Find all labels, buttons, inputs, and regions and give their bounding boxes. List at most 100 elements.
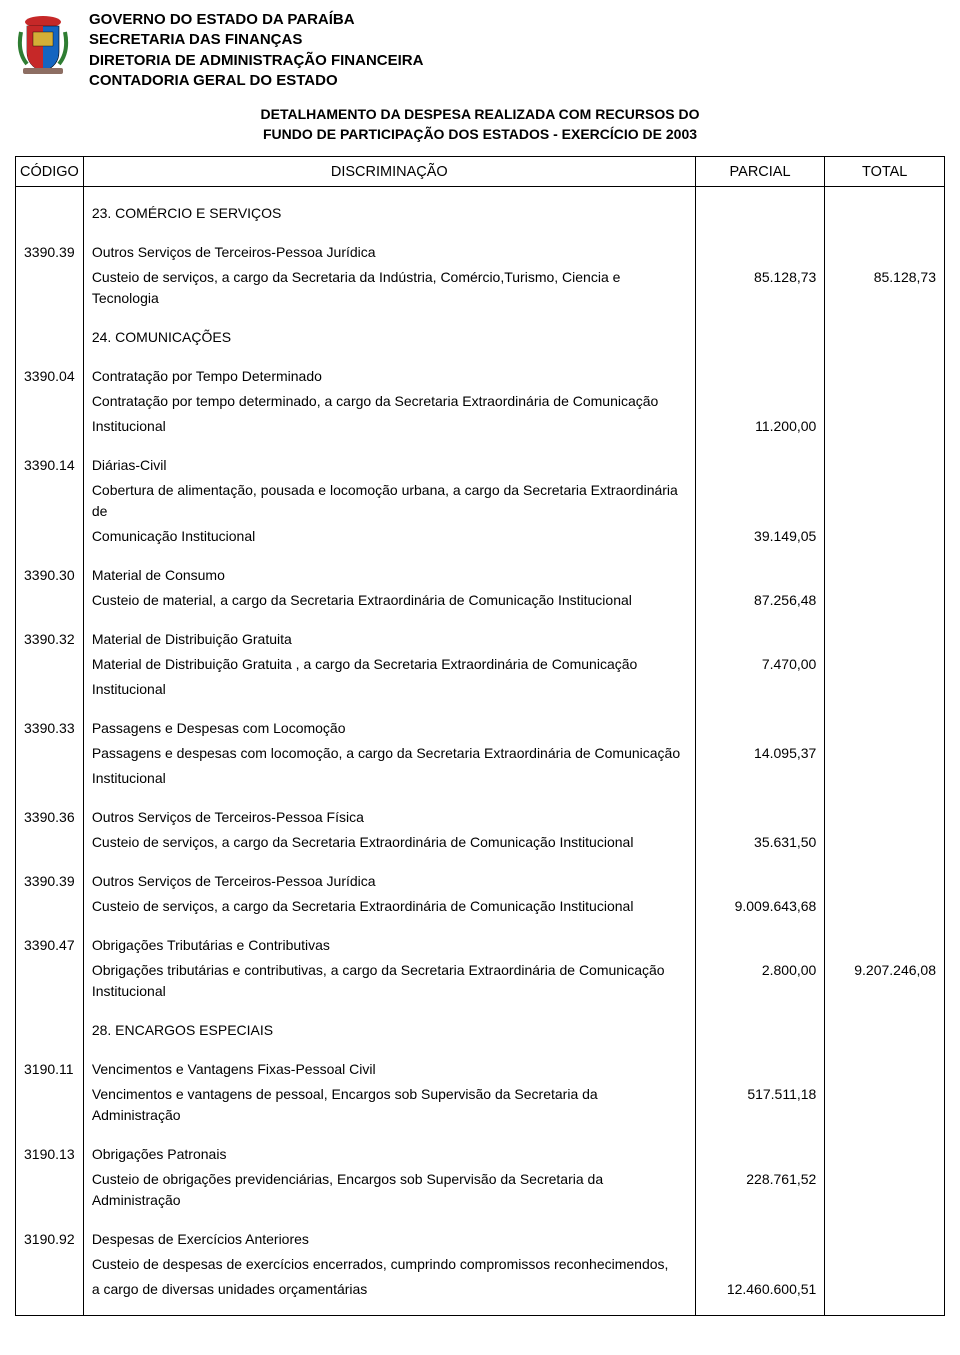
table-row: Vencimentos e vantagens de pessoal, Enca…: [16, 1082, 945, 1128]
total-cell: 9.207.246,08: [825, 958, 945, 1004]
expense-table: CÓDIGO DISCRIMINAÇÃO PARCIAL TOTAL 23. C…: [15, 156, 945, 1316]
col-total: TOTAL: [825, 157, 945, 187]
desc-cell: Custeio de serviços, a cargo da Secretar…: [83, 894, 695, 919]
parcial-cell: 11.200,00: [695, 414, 825, 439]
code-cell: 3390.30: [16, 563, 84, 588]
table-row: 3190.92 Despesas de Exercícios Anteriore…: [16, 1227, 945, 1252]
table-row: 3390.39 Outros Serviços de Terceiros-Pes…: [16, 240, 945, 265]
desc-cell: Custeio de serviços, a cargo da Secretar…: [83, 265, 695, 311]
total-cell: 85.128,73: [825, 265, 945, 311]
parcial-cell: 87.256,48: [695, 588, 825, 613]
desc-cell: Custeio de despesas de exercícios encerr…: [83, 1252, 695, 1277]
title-line-1: DETALHAMENTO DA DESPESA REALIZADA COM RE…: [15, 105, 945, 125]
code-cell: 3190.11: [16, 1057, 84, 1082]
table-row: Institucional: [16, 766, 945, 791]
org-line-3: DIRETORIA DE ADMINISTRAÇÃO FINANCEIRA: [89, 51, 423, 71]
table-row: 3390.14 Diárias-Civil: [16, 453, 945, 478]
desc-cell: a cargo de diversas unidades orçamentári…: [83, 1277, 695, 1302]
title-cell: Passagens e Despesas com Locomoção: [83, 716, 695, 741]
table-row: Passagens e despesas com locomoção, a ca…: [16, 741, 945, 766]
table-row: Obrigações tributárias e contributivas, …: [16, 958, 945, 1004]
table-row: Custeio de serviços, a cargo da Secretar…: [16, 894, 945, 919]
table-row: Cobertura de alimentação, pousada e loco…: [16, 478, 945, 524]
parcial-cell: 12.460.600,51: [695, 1277, 825, 1302]
table-row: 3390.32 Material de Distribuição Gratuit…: [16, 627, 945, 652]
parcial-cell: 85.128,73: [695, 265, 825, 311]
table-row: Custeio de serviços, a cargo da Secretar…: [16, 830, 945, 855]
table-row: 3390.36 Outros Serviços de Terceiros-Pes…: [16, 805, 945, 830]
org-line-4: CONTADORIA GERAL DO ESTADO: [89, 71, 423, 91]
parcial-cell: 39.149,05: [695, 524, 825, 549]
table-row: 3390.30 Material de Consumo: [16, 563, 945, 588]
document-header: GOVERNO DO ESTADO DA PARAÍBA SECRETARIA …: [15, 10, 945, 91]
desc-cell: Comunicação Institucional: [83, 524, 695, 549]
table-row: Custeio de material, a cargo da Secretar…: [16, 588, 945, 613]
section-23: 23. COMÉRCIO E SERVIÇOS: [83, 201, 695, 226]
parcial-cell: 14.095,37: [695, 741, 825, 766]
table-row: 3190.13 Obrigações Patronais: [16, 1142, 945, 1167]
col-parcial: PARCIAL: [695, 157, 825, 187]
code-cell: 3190.13: [16, 1142, 84, 1167]
section-row: 24. COMUNICAÇÕES: [16, 325, 945, 350]
parcial-cell: 517.511,18: [695, 1082, 825, 1128]
desc-cell: Contratação por tempo determinado, a car…: [83, 389, 695, 414]
code-cell: 3390.14: [16, 453, 84, 478]
desc-cell: Vencimentos e vantagens de pessoal, Enca…: [83, 1082, 695, 1128]
desc-cell: Material de Distribuição Gratuita , a ca…: [83, 652, 695, 677]
table-row: 3390.04 Contratação por Tempo Determinad…: [16, 364, 945, 389]
parcial-cell: 2.800,00: [695, 958, 825, 1004]
code-cell: 3390.47: [16, 933, 84, 958]
title-cell: Material de Distribuição Gratuita: [83, 627, 695, 652]
table-row: Custeio de serviços, a cargo da Secretar…: [16, 265, 945, 311]
document-title: DETALHAMENTO DA DESPESA REALIZADA COM RE…: [15, 105, 945, 144]
section-24: 24. COMUNICAÇÕES: [83, 325, 695, 350]
title-cell: Outros Serviços de Terceiros-Pessoa Físi…: [83, 805, 695, 830]
code-cell: 3390.39: [16, 869, 84, 894]
table-row: 3390.39 Outros Serviços de Terceiros-Pes…: [16, 869, 945, 894]
desc-cell: Institucional: [83, 677, 695, 702]
table-row: Material de Distribuição Gratuita , a ca…: [16, 652, 945, 677]
col-discriminacao: DISCRIMINAÇÃO: [83, 157, 695, 187]
desc-cell: Custeio de obrigações previdenciárias, E…: [83, 1167, 695, 1213]
table-row: Custeio de despesas de exercícios encerr…: [16, 1252, 945, 1277]
table-row: Institucional: [16, 677, 945, 702]
desc-cell: Custeio de material, a cargo da Secretar…: [83, 588, 695, 613]
title-cell: Obrigações Patronais: [83, 1142, 695, 1167]
table-header-row: CÓDIGO DISCRIMINAÇÃO PARCIAL TOTAL: [16, 157, 945, 187]
section-row: 23. COMÉRCIO E SERVIÇOS: [16, 201, 945, 226]
desc-cell: Institucional: [83, 766, 695, 791]
code-cell: 3390.04: [16, 364, 84, 389]
code-cell: 3190.92: [16, 1227, 84, 1252]
table-row: a cargo de diversas unidades orçamentári…: [16, 1277, 945, 1302]
table-row: Contratação por tempo determinado, a car…: [16, 389, 945, 414]
desc-cell: Obrigações tributárias e contributivas, …: [83, 958, 695, 1004]
title-cell: Outros Serviços de Terceiros-Pessoa Jurí…: [83, 869, 695, 894]
table-row: 3390.33 Passagens e Despesas com Locomoç…: [16, 716, 945, 741]
table-row: Custeio de obrigações previdenciárias, E…: [16, 1167, 945, 1213]
desc-cell: Cobertura de alimentação, pousada e loco…: [83, 478, 695, 524]
org-line-1: GOVERNO DO ESTADO DA PARAÍBA: [89, 10, 423, 30]
section-row: 28. ENCARGOS ESPECIAIS: [16, 1018, 945, 1043]
parcial-cell: 9.009.643,68: [695, 894, 825, 919]
title-cell: Despesas de Exercícios Anteriores: [83, 1227, 695, 1252]
org-line-2: SECRETARIA DAS FINANÇAS: [89, 30, 423, 50]
title-line-2: FUNDO DE PARTICIPAÇÃO DOS ESTADOS - EXER…: [15, 125, 945, 145]
col-codigo: CÓDIGO: [16, 157, 84, 187]
table-row: Institucional 11.200,00: [16, 414, 945, 439]
section-28: 28. ENCARGOS ESPECIAIS: [83, 1018, 695, 1043]
title-cell: Material de Consumo: [83, 563, 695, 588]
code-cell: 3390.32: [16, 627, 84, 652]
desc-cell: Institucional: [83, 414, 695, 439]
parcial-cell: 35.631,50: [695, 830, 825, 855]
parcial-cell: 228.761,52: [695, 1167, 825, 1213]
state-crest-icon: [15, 12, 71, 78]
parcial-cell: 7.470,00: [695, 652, 825, 677]
title-cell: Outros Serviços de Terceiros-Pessoa Jurí…: [83, 240, 695, 265]
table-row: Comunicação Institucional 39.149,05: [16, 524, 945, 549]
desc-cell: Passagens e despesas com locomoção, a ca…: [83, 741, 695, 766]
desc-cell: Custeio de serviços, a cargo da Secretar…: [83, 830, 695, 855]
title-cell: Vencimentos e Vantagens Fixas-Pessoal Ci…: [83, 1057, 695, 1082]
code-cell: 3390.36: [16, 805, 84, 830]
title-cell: Diárias-Civil: [83, 453, 695, 478]
code-cell: 3390.33: [16, 716, 84, 741]
